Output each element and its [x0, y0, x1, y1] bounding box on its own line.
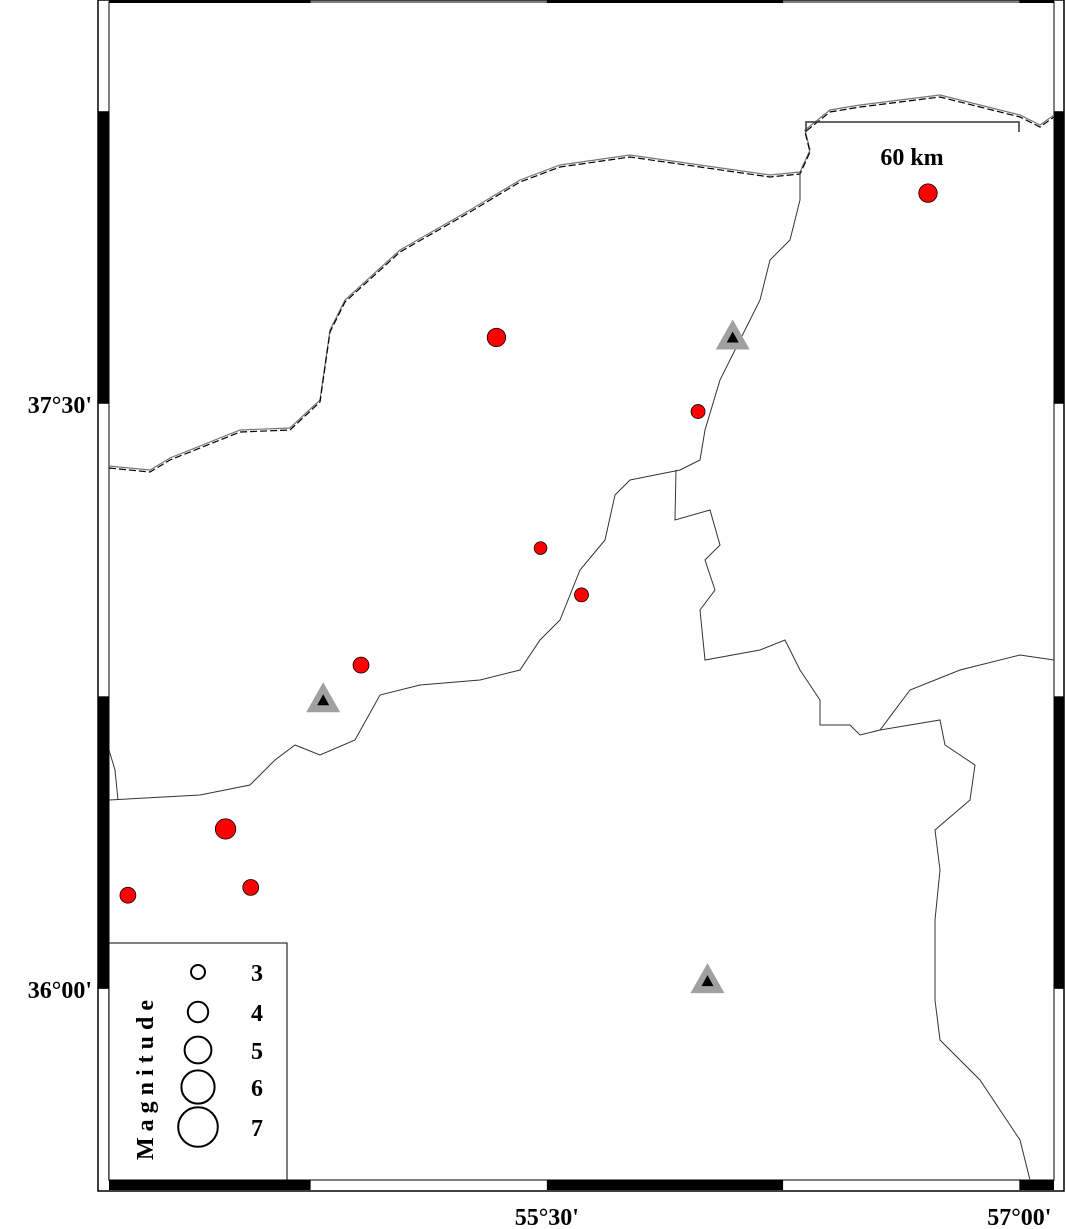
tick-labels: 55°30' 57°00' 37°30' 36°00' [28, 393, 1052, 1229]
legend: Magnitude 3 4 5 6 7 [108, 942, 288, 1181]
earthquake-event [352, 656, 370, 674]
x-tick-label: 55°30' [515, 1205, 579, 1229]
earthquake-event [918, 183, 938, 203]
earthquake-event [574, 587, 589, 603]
y-tick-label: 37°30' [28, 393, 92, 419]
legend-magnitude-label: 4 [251, 1001, 263, 1027]
legend-title: Magnitude [133, 994, 159, 1160]
legend-magnitude-circle [186, 1000, 210, 1024]
coastline-dashed [108, 96, 1055, 473]
frame-bar [1054, 111, 1064, 404]
frame-bar [109, 1180, 311, 1190]
stations [306, 319, 750, 994]
province-border [674, 469, 1055, 736]
station-triangle-icon [306, 682, 341, 713]
legend-magnitude-circle [177, 1106, 219, 1148]
legend-magnitude-label: 7 [251, 1116, 263, 1142]
legend-magnitude-label: 5 [251, 1039, 263, 1065]
frame-bar [98, 111, 109, 404]
province-border [108, 172, 801, 801]
x-tick-label: 57°00' [987, 1205, 1051, 1229]
frame-bar [546, 0, 784, 3]
legend-magnitude-circle [180, 1069, 216, 1105]
frame-bar [98, 696, 109, 989]
boundaries [108, 94, 1055, 1181]
province-border [879, 719, 1031, 1181]
station-triangle-icon [715, 319, 750, 350]
legend-magnitude-label: 6 [251, 1076, 263, 1102]
scale-bar-line [805, 121, 1020, 132]
scale-bar-label: 60 km [880, 145, 943, 171]
earthquake-event [119, 886, 137, 904]
earthquake-event [486, 327, 507, 348]
frame-bar [1019, 0, 1054, 3]
province-border [108, 749, 119, 801]
frame-bar [109, 0, 311, 3]
earthquake-event [690, 404, 706, 419]
frame-bar [546, 1180, 784, 1190]
station-triangle-icon [690, 963, 725, 994]
earthquake-event [533, 541, 548, 555]
frame-outer [97, 0, 1065, 1192]
frame-bar [1019, 1180, 1054, 1190]
coastline [108, 94, 1055, 471]
earthquake-event [242, 879, 260, 896]
legend-magnitude-circle [190, 964, 206, 980]
frame-bar [1054, 696, 1064, 989]
events [119, 183, 938, 904]
legend-box [108, 942, 288, 1181]
legend-magnitude-circle [183, 1035, 213, 1065]
earthquake-event [214, 818, 237, 840]
scale-bar: 60 km [805, 121, 1020, 171]
legend-magnitude-label: 3 [251, 961, 263, 987]
y-tick-label: 36°00' [28, 978, 92, 1004]
map-frame [97, 0, 1065, 1192]
